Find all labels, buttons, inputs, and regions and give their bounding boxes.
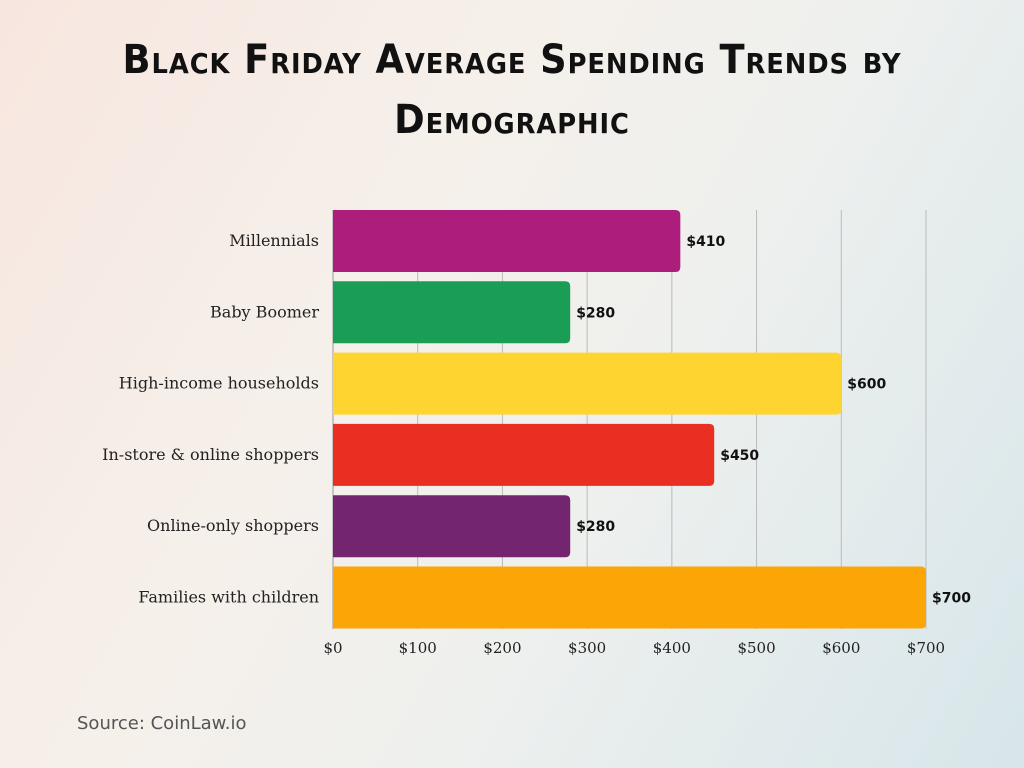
x-tick-label: $200 <box>483 639 521 657</box>
data-label: $600 <box>847 377 886 393</box>
chart-title: Black Friday Average Spending Trends by … <box>122 37 902 143</box>
category-label: Online-only shoppers <box>147 516 319 535</box>
bar <box>333 210 681 272</box>
bar <box>333 495 571 558</box>
data-label: $450 <box>720 448 759 464</box>
category-label: In-store & online shoppers <box>102 445 319 464</box>
data-label: $700 <box>932 591 971 607</box>
bar <box>333 566 926 629</box>
data-label: $280 <box>576 305 615 321</box>
x-tick-label: $0 <box>323 639 342 657</box>
x-tick-label: $700 <box>907 639 945 657</box>
category-label: Baby Boomer <box>210 302 319 321</box>
x-tick-label: $300 <box>568 639 606 657</box>
category-label: High-income households <box>119 374 319 393</box>
category-label: Families with children <box>138 588 319 607</box>
x-tick-label: $500 <box>737 639 775 657</box>
category-label: Millennials <box>229 231 319 250</box>
data-label: $410 <box>686 234 725 250</box>
x-tick-label: $600 <box>822 639 860 657</box>
source-text: Source: CoinLaw.io <box>77 713 247 734</box>
x-tick-label: $400 <box>653 639 691 657</box>
bar <box>333 352 842 415</box>
bar <box>333 423 715 486</box>
data-label: $280 <box>576 519 615 535</box>
x-tick-label: $100 <box>399 639 437 657</box>
bar <box>333 281 571 344</box>
